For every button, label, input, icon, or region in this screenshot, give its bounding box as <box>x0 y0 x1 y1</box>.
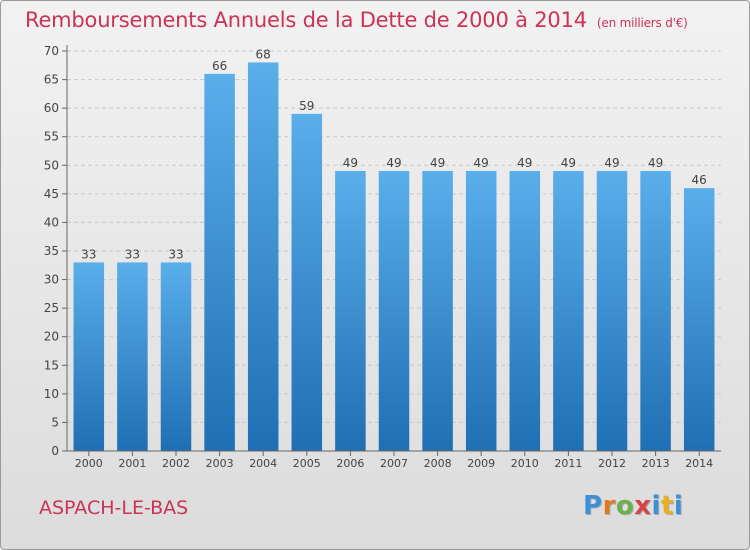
x-tick-label: 2011 <box>554 457 582 470</box>
bar <box>509 171 541 451</box>
y-tick-label: 5 <box>51 415 59 429</box>
bar-value-label: 49 <box>561 156 576 170</box>
x-tick-label: 2004 <box>249 457 277 470</box>
y-tick-label: 60 <box>44 101 59 115</box>
y-tick-label: 40 <box>44 215 59 229</box>
bar-value-label: 49 <box>474 156 489 170</box>
y-tick-label: 35 <box>44 244 59 258</box>
y-tick-label: 20 <box>44 330 59 344</box>
axes: 0 5 10 15 20 25 30 35 40 45 50 55 60 65 70 <box>44 44 721 458</box>
y-tick-label: 15 <box>44 358 59 372</box>
bar <box>73 262 105 451</box>
bar <box>378 171 410 451</box>
bar <box>291 113 323 451</box>
bar <box>553 171 584 451</box>
bars <box>73 62 715 452</box>
labels: 33 2000 33 2001 33 2002 66 2003 68 2004 59 2005 49 20… <box>75 47 713 470</box>
chart-title-text: Remboursements Annuels de la Dette de 20… <box>25 8 587 32</box>
bar <box>247 62 279 452</box>
bar-value-label: 66 <box>212 59 227 73</box>
bar <box>204 73 235 451</box>
y-tick-label: 0 <box>51 444 59 458</box>
logo-letter: P <box>583 491 603 521</box>
bar-value-label: 33 <box>125 247 140 261</box>
y-tick-label: 50 <box>44 158 59 172</box>
bar <box>465 171 497 451</box>
chart-unit: (en milliers d'€) <box>596 16 688 30</box>
logo-letter: x <box>634 491 652 521</box>
y-tick-label: 70 <box>44 44 59 58</box>
city-name: ASPACH-LE-BAS <box>39 497 189 519</box>
logo-letter: i <box>651 491 661 521</box>
bar-value-label: 49 <box>430 156 445 170</box>
logo-letter: t <box>660 491 674 521</box>
bar-value-label: 68 <box>256 47 271 61</box>
x-tick-label: 2009 <box>467 457 495 470</box>
y-tick-label: 30 <box>44 273 59 287</box>
x-tick-label: 2001 <box>118 457 146 470</box>
bar-value-label: 33 <box>168 247 183 261</box>
bar-value-label: 49 <box>648 156 663 170</box>
x-tick-label: 2003 <box>206 457 234 470</box>
y-tick-label: 10 <box>44 387 59 401</box>
logo-letter: r <box>602 491 616 521</box>
bar <box>683 188 715 451</box>
x-tick-label: 2007 <box>380 457 408 470</box>
y-tick-label: 65 <box>44 73 59 87</box>
chart-title: Remboursements Annuels de la Dette de 20… <box>25 8 688 32</box>
x-tick-label: 2012 <box>598 457 626 470</box>
x-tick-label: 2010 <box>511 457 539 470</box>
y-tick-label: 25 <box>44 301 59 315</box>
bar-value-label: 59 <box>299 99 314 113</box>
bar-value-label: 46 <box>692 173 707 187</box>
x-tick-label: 2013 <box>642 457 670 470</box>
bar <box>422 171 453 451</box>
bar <box>640 171 671 451</box>
x-tick-label: 2000 <box>75 457 103 470</box>
bar <box>117 262 148 451</box>
x-tick-label: 2008 <box>424 457 452 470</box>
bar <box>596 171 628 451</box>
x-tick-label: 2014 <box>685 457 713 470</box>
x-tick-label: 2002 <box>162 457 190 470</box>
bar-value-label: 49 <box>343 156 358 170</box>
proxiti-logo: Proxiti <box>583 491 683 521</box>
bar-value-label: 49 <box>604 156 619 170</box>
bar-value-label: 49 <box>517 156 532 170</box>
logo-letter: o <box>615 491 635 521</box>
bar <box>160 262 192 451</box>
x-tick-label: 2005 <box>293 457 321 470</box>
y-tick-label: 55 <box>44 130 59 144</box>
bar <box>335 171 366 451</box>
x-tick-label: 2006 <box>336 457 364 470</box>
bar-value-label: 33 <box>81 247 96 261</box>
bar-value-label: 49 <box>386 156 401 170</box>
logo-letter: i <box>673 491 684 521</box>
y-tick-label: 45 <box>44 187 59 201</box>
